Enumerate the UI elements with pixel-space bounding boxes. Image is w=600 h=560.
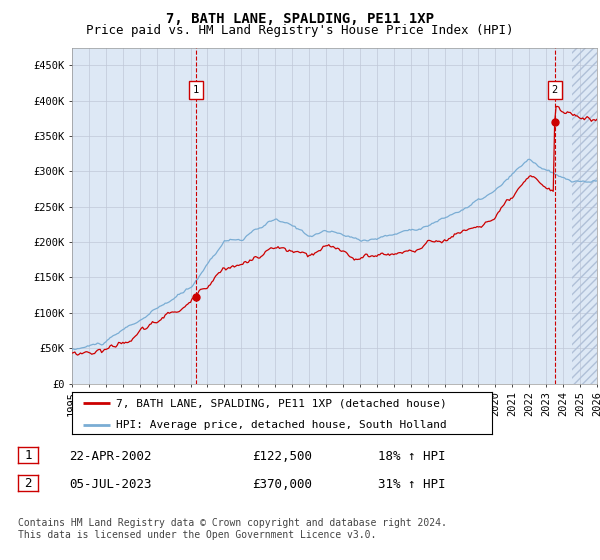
Bar xyxy=(572,48,597,384)
Bar xyxy=(572,48,597,384)
Text: HPI: Average price, detached house, South Holland: HPI: Average price, detached house, Sout… xyxy=(116,420,447,430)
Text: Contains HM Land Registry data © Crown copyright and database right 2024.
This d: Contains HM Land Registry data © Crown c… xyxy=(18,518,447,540)
Text: 2: 2 xyxy=(24,477,32,490)
Text: 05-JUL-2023: 05-JUL-2023 xyxy=(69,478,151,491)
Text: Price paid vs. HM Land Registry's House Price Index (HPI): Price paid vs. HM Land Registry's House … xyxy=(86,24,514,36)
Text: 7, BATH LANE, SPALDING, PE11 1XP: 7, BATH LANE, SPALDING, PE11 1XP xyxy=(166,12,434,26)
Text: 31% ↑ HPI: 31% ↑ HPI xyxy=(378,478,445,491)
Text: 18% ↑ HPI: 18% ↑ HPI xyxy=(378,450,445,463)
Text: £370,000: £370,000 xyxy=(252,478,312,491)
Text: 7, BATH LANE, SPALDING, PE11 1XP (detached house): 7, BATH LANE, SPALDING, PE11 1XP (detach… xyxy=(116,398,447,408)
Text: 1: 1 xyxy=(193,85,199,95)
Text: 1: 1 xyxy=(24,449,32,462)
Text: 22-APR-2002: 22-APR-2002 xyxy=(69,450,151,463)
Text: £122,500: £122,500 xyxy=(252,450,312,463)
Text: 2: 2 xyxy=(552,85,558,95)
